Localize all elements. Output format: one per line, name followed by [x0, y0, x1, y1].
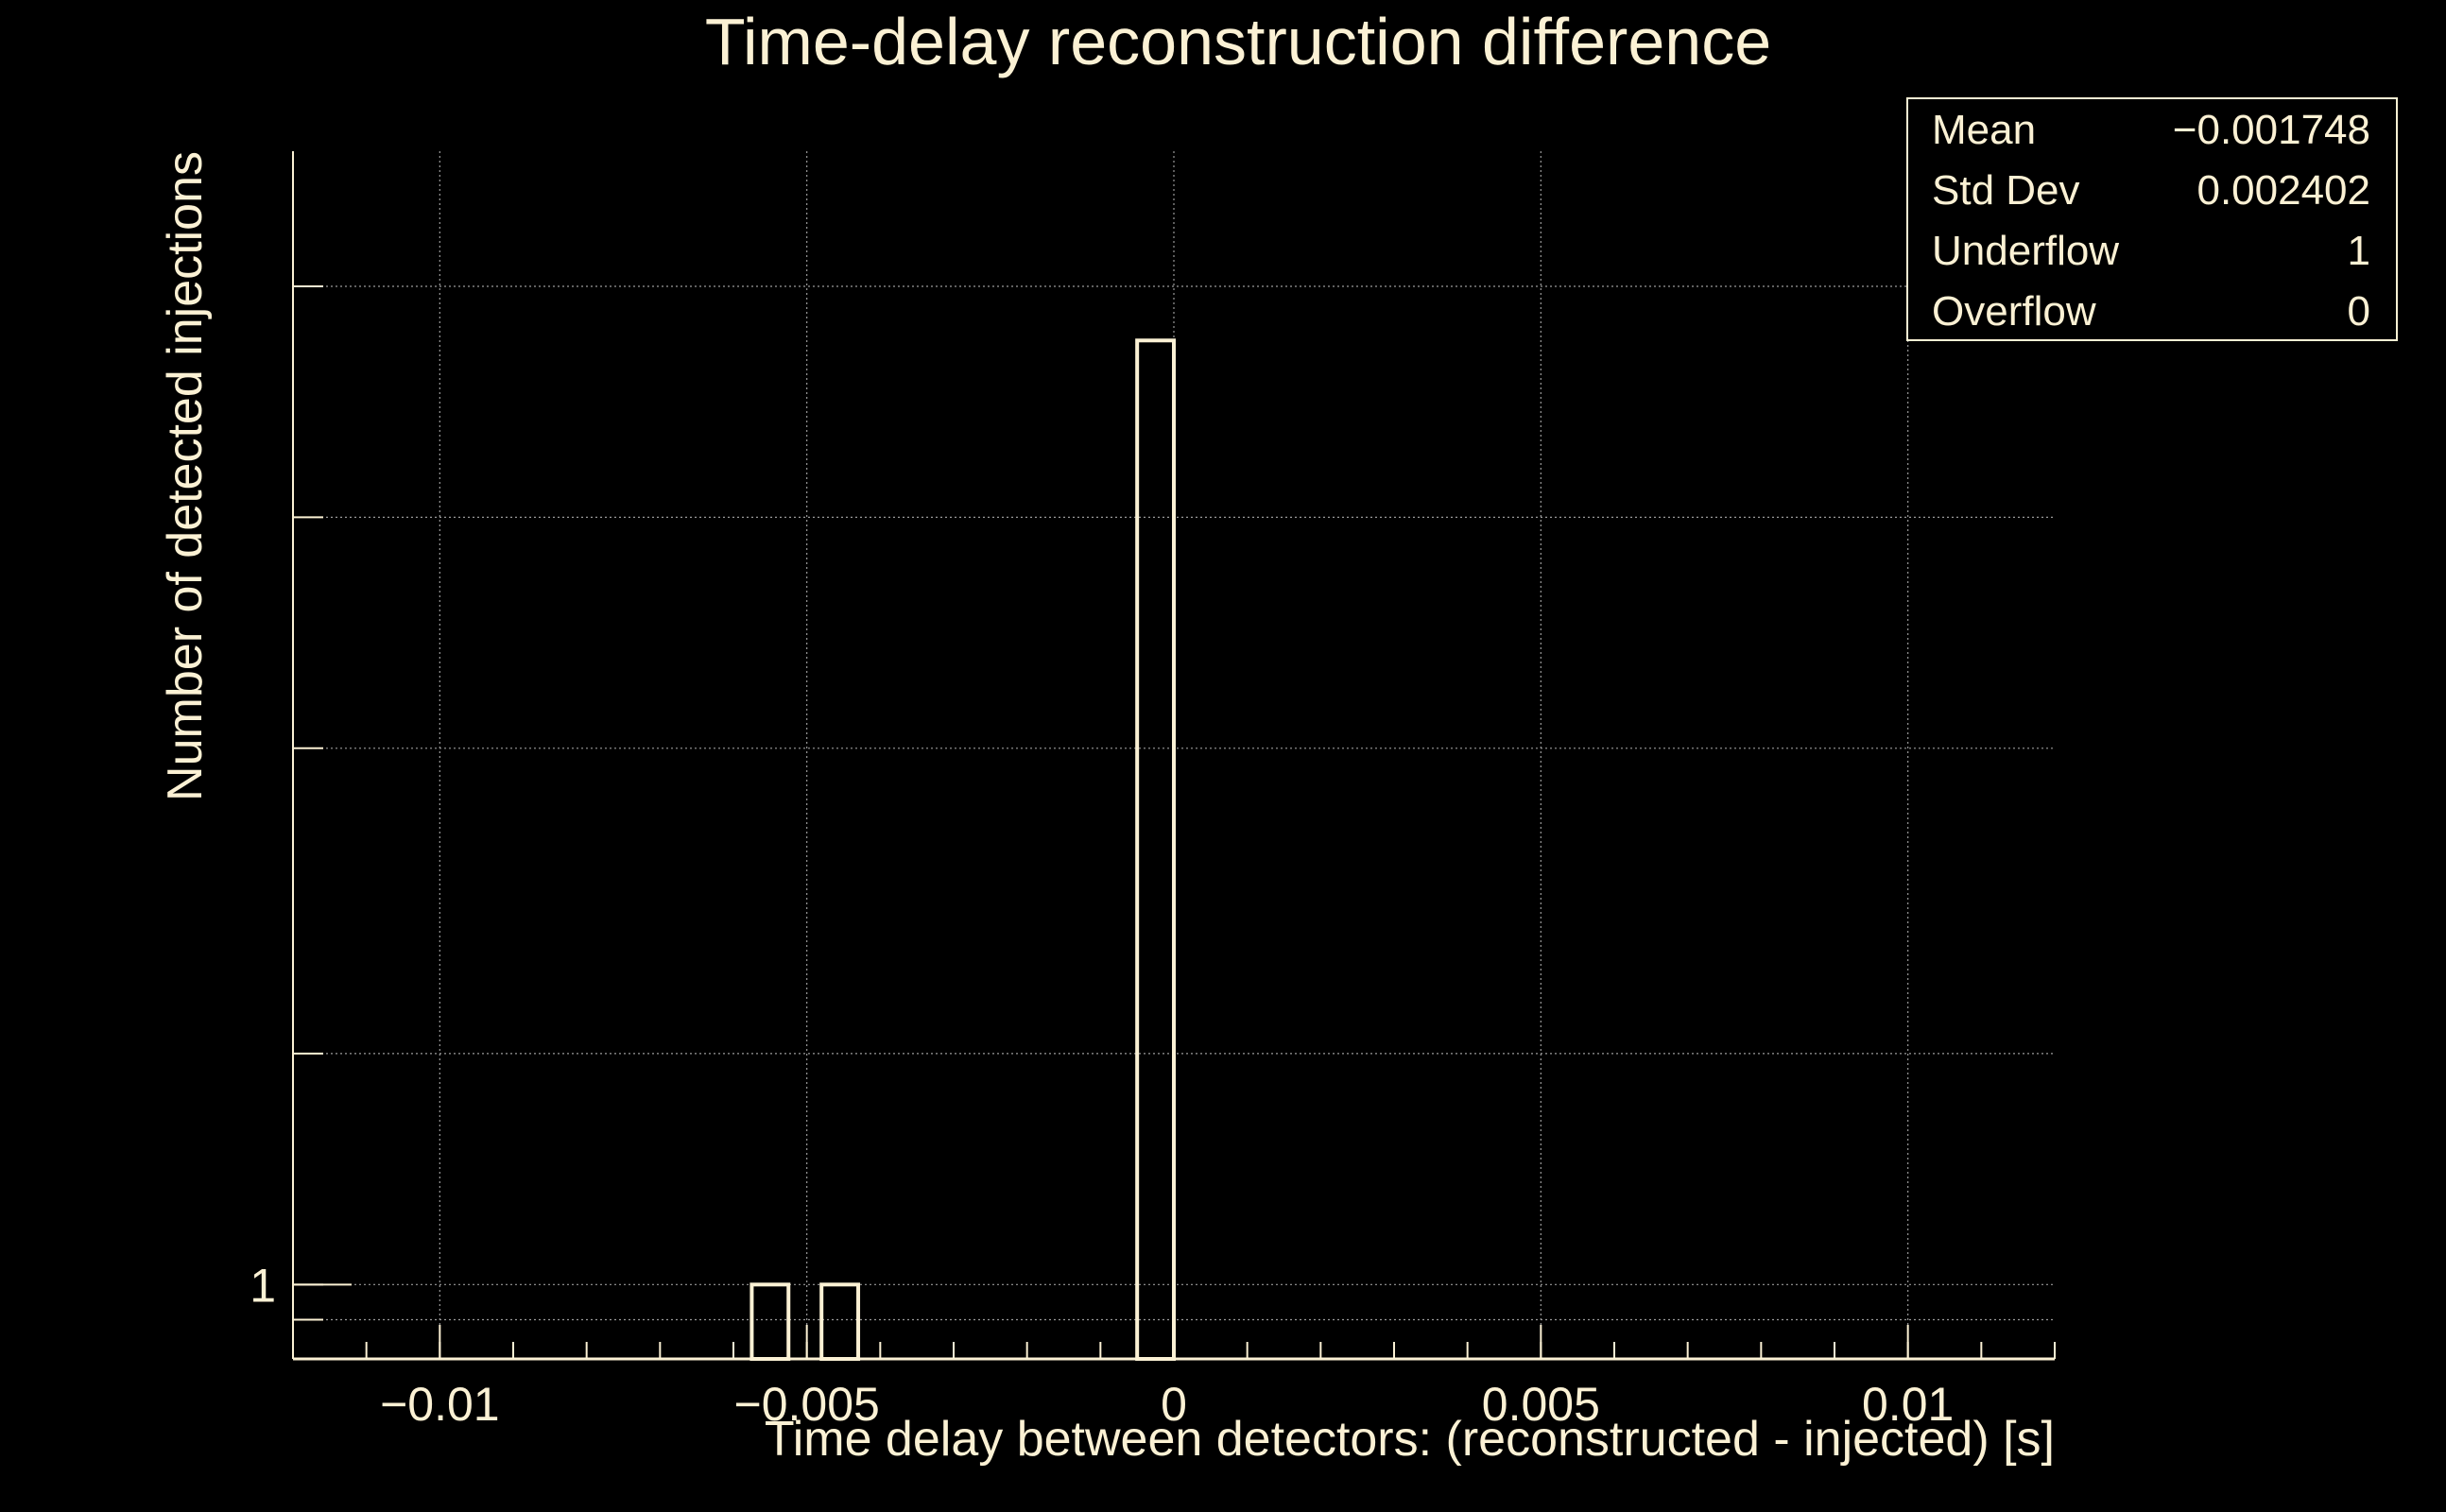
x-tick-label: 0.005	[1482, 1378, 1600, 1431]
x-tick-label: −0.005	[734, 1378, 880, 1431]
stats-value: 0.002402	[2196, 167, 2370, 214]
histogram-bar	[1135, 338, 1176, 1361]
histogram-bars	[749, 338, 1176, 1361]
stats-box-frame	[1906, 97, 2398, 341]
stats-label: Underflow	[1932, 228, 2119, 274]
stats-rows: Mean −0.001748 Std Dev 0.002402 Underflow 1 Ov…	[1932, 107, 2370, 335]
y-tick-label: 1	[250, 1259, 276, 1312]
histogram-bar	[819, 1282, 861, 1361]
stats-box: Mean −0.001748 Std Dev 0.002402 Underflow 1 Ov…	[1906, 97, 2398, 341]
tick-labels: −0.01 −0.005 0 0.005 0.01 1	[250, 1259, 1954, 1431]
stats-label: Overflow	[1932, 288, 2096, 335]
stats-label: Std Dev	[1932, 167, 2080, 214]
x-axis-label: Time delay between detectors: (reconstru…	[765, 1412, 2055, 1467]
stats-value: 1	[2348, 228, 2370, 274]
histogram-bar	[749, 1282, 791, 1361]
stats-value: 0	[2348, 288, 2370, 335]
y-axis-label: Number of detected injections	[158, 151, 213, 801]
x-tick-label: 0	[1161, 1378, 1187, 1431]
stats-value: −0.001748	[2173, 107, 2370, 153]
chart-title: Time-delay reconstruction difference	[705, 5, 1771, 78]
x-tick-label: 0.01	[1862, 1378, 1954, 1431]
stats-label: Mean	[1932, 107, 2036, 153]
x-tick-label: −0.01	[380, 1378, 500, 1431]
